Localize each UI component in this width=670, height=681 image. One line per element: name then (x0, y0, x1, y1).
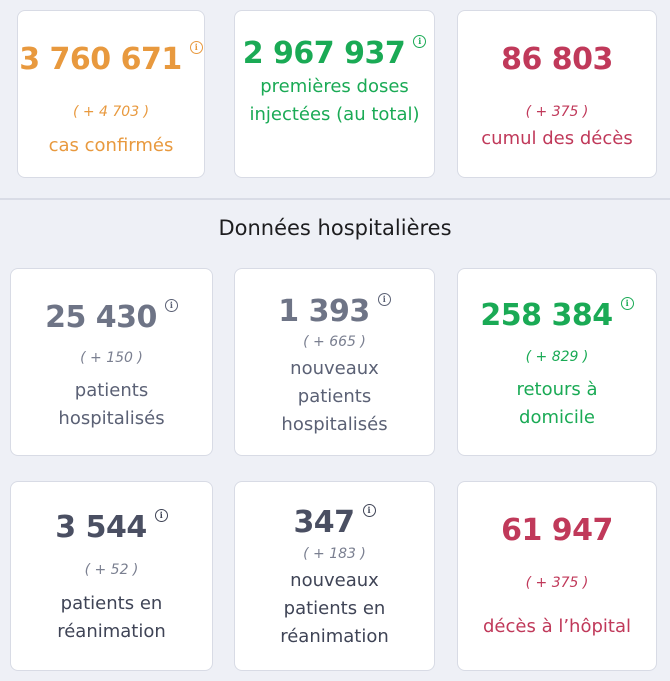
info-icon[interactable]: i (413, 35, 427, 48)
info-icon[interactable]: i (362, 504, 376, 517)
card-confirmed-cases: 3 760 671 i ( + 4 703 ) cas confirmés (17, 10, 205, 178)
hospital-deaths-label: décès à l’hôpital (483, 616, 631, 637)
card-first-doses: 2 967 937 i premières doses injectées (a… (234, 10, 435, 178)
icu-label: patients en réanimation (57, 593, 166, 642)
card-returned-home: 258 384 i ( + 829 ) retours à domicile (457, 268, 657, 456)
new-hospitalized-label: nouveaux patients hospitalisés (281, 358, 388, 435)
info-icon[interactable]: i (154, 509, 168, 522)
new-hospitalized-delta: ( + 665 ) (303, 334, 366, 350)
hospital-deaths-value: 61 947 (501, 513, 613, 548)
new-icu-value: 347 (293, 505, 355, 540)
first-doses-label: premières doses injectées (au total) (249, 76, 420, 125)
new-icu-label: nouveaux patients en réanimation (280, 570, 389, 647)
returned-home-value: 258 384 (480, 298, 613, 333)
icu-value: 3 544 (55, 510, 147, 545)
hospitalized-delta: ( + 150 ) (80, 350, 143, 366)
returned-home-label: retours à domicile (516, 379, 598, 428)
card-new-icu: 347 i ( + 183 ) nouveaux patients en réa… (234, 481, 435, 671)
new-hospitalized-value: 1 393 (278, 294, 370, 329)
info-icon[interactable]: i (164, 299, 178, 312)
hospitalized-label: patients hospitalisés (58, 380, 165, 429)
deaths-delta: ( + 375 ) (525, 104, 589, 120)
icu-delta: ( + 52 ) (84, 562, 139, 578)
section-title: Données hospitalières (218, 216, 452, 240)
card-icu: 3 544 i ( + 52 ) patients en réanimation (10, 481, 213, 671)
first-doses-value: 2 967 937 (242, 36, 406, 71)
new-icu-delta: ( + 183 ) (303, 546, 366, 562)
card-deaths: 86 803 ( + 375 ) cumul des décès (457, 10, 657, 178)
confirmed-cases-delta: ( + 4 703 ) (72, 104, 150, 120)
card-new-hospitalized: 1 393 i ( + 665 ) nouveaux patients hosp… (234, 268, 435, 456)
section-divider (0, 198, 670, 200)
confirmed-cases-label: cas confirmés (48, 135, 174, 156)
info-icon[interactable]: i (377, 293, 391, 306)
hospital-deaths-delta: ( + 375 ) (525, 575, 589, 591)
deaths-label: cumul des décès (481, 128, 633, 149)
info-icon[interactable]: i (620, 297, 634, 310)
card-hospitalized: 25 430 i ( + 150 ) patients hospitalisés (10, 268, 213, 456)
returned-home-delta: ( + 829 ) (525, 349, 589, 365)
deaths-value: 86 803 (501, 42, 613, 77)
confirmed-cases-value: 3 760 671 (19, 42, 182, 77)
hospitalized-value: 25 430 (45, 300, 157, 335)
info-icon[interactable]: i (189, 41, 203, 54)
card-hospital-deaths: 61 947 ( + 375 ) décès à l’hôpital (457, 481, 657, 671)
